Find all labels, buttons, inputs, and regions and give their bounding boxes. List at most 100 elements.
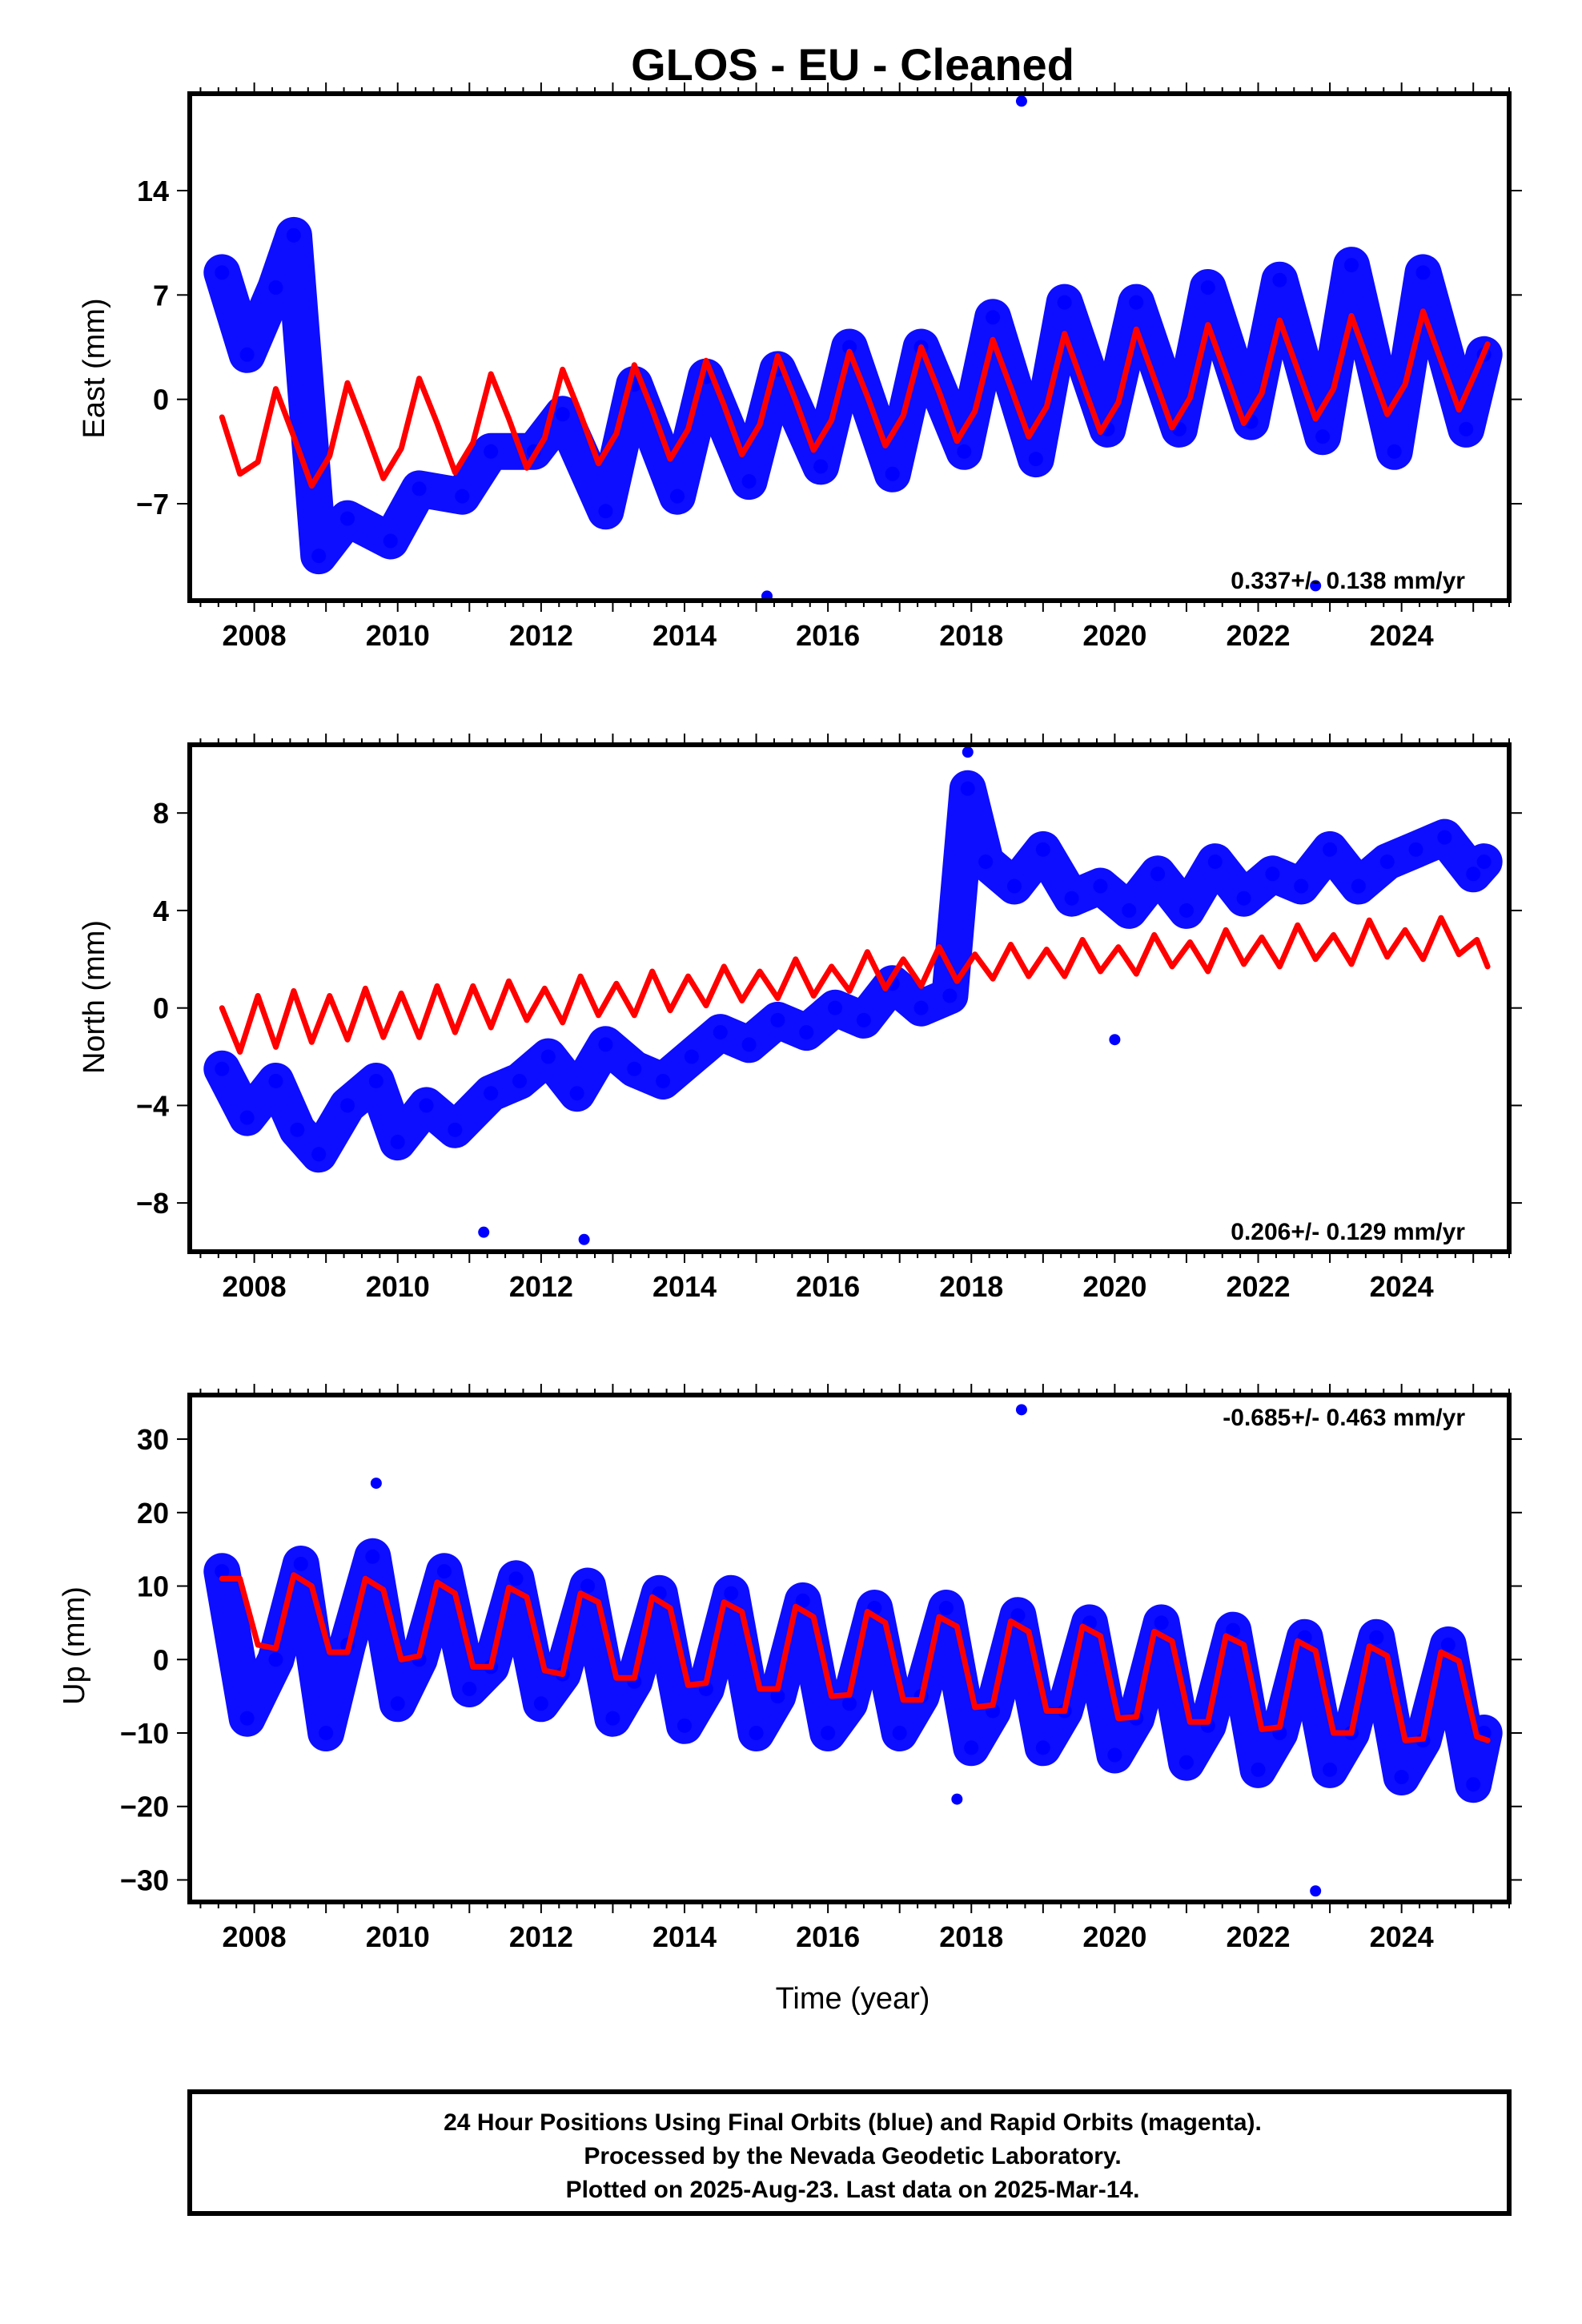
- data-point-north: [1035, 842, 1050, 857]
- y-axis-label-east: East (mm): [78, 298, 111, 438]
- plot-area-north: 2008 2010 2012 2014 2016 2018 2020 2022 2024 −8 −4…: [136, 734, 1522, 1303]
- data-point-north: [713, 1025, 728, 1040]
- data-point-up: [390, 1696, 405, 1711]
- data-point-east: [1343, 258, 1359, 273]
- data-point-up: [964, 1740, 979, 1755]
- data-point-east: [412, 481, 427, 497]
- data-point-north: [1476, 854, 1492, 870]
- data-point-east: [239, 347, 255, 362]
- x-tick-label-up: 2022: [1226, 1920, 1290, 1953]
- x-tick-label-north: 2010: [366, 1270, 430, 1303]
- x-tick-label-east: 2010: [366, 619, 430, 652]
- rate-label-up: -0.685+/- 0.463 mm/yr: [1223, 1405, 1465, 1431]
- data-point-up: [1154, 1615, 1169, 1630]
- frame-north: [187, 742, 1512, 1254]
- data-point-east: [1028, 452, 1043, 467]
- panel-up: Up (mm) 2008 2010 2012 2014 2016 2018 2020 2022…: [58, 1384, 1522, 1953]
- data-point-north: [1178, 903, 1194, 918]
- panel-east: East (mm) 2008 2010 2012 2014 2016 2018 2020 20…: [78, 82, 1522, 652]
- y-tick-label-up: −30: [120, 1864, 169, 1896]
- y-axis-label-north: North (mm): [78, 920, 111, 1074]
- footer-box: 24 Hour Positions Using Final Orbits (bl…: [187, 2089, 1512, 2216]
- data-point-north: [1294, 879, 1309, 894]
- data-point-north: [569, 1086, 584, 1101]
- x-tick-label-east: 2022: [1226, 619, 1290, 652]
- data-point-up: [436, 1564, 452, 1579]
- outlier-point-north: [962, 746, 974, 758]
- data-point-north: [484, 1086, 499, 1101]
- outlier-point-east: [1310, 580, 1322, 592]
- data-point-east: [986, 310, 1001, 325]
- data-point-north: [1323, 842, 1338, 857]
- data-point-up: [293, 1557, 308, 1571]
- data-point-up: [724, 1586, 739, 1601]
- data-point-east: [813, 459, 829, 474]
- outlier-point-north: [578, 1233, 590, 1245]
- data-band-east: [203, 216, 1503, 575]
- y-tick-label-up: 20: [137, 1497, 169, 1530]
- data-point-up: [268, 1652, 283, 1667]
- plot-area-up: 2008 2010 2012 2014 2016 2018 2020 2022 2024−30−…: [120, 1384, 1522, 1953]
- outlier-point-north: [1109, 1034, 1121, 1046]
- data-point-north: [913, 1000, 929, 1015]
- data-point-east: [455, 489, 470, 504]
- data-point-east: [1129, 295, 1144, 310]
- data-point-north: [741, 1037, 757, 1052]
- data-point-east: [741, 474, 757, 489]
- data-point-east: [1315, 429, 1331, 444]
- x-tick-label-east: 2018: [939, 619, 1003, 652]
- data-point-north: [1064, 891, 1079, 906]
- data-point-up: [319, 1726, 334, 1740]
- data-point-north: [1265, 866, 1280, 882]
- outlier-point-north: [478, 1226, 490, 1238]
- outlier-point-east: [1015, 95, 1027, 107]
- data-point-east: [885, 466, 900, 481]
- data-point-north: [978, 854, 994, 870]
- data-point-up: [821, 1726, 836, 1740]
- data-point-up: [1466, 1777, 1481, 1792]
- data-point-up: [749, 1726, 764, 1740]
- x-tick-label-north: 2022: [1226, 1270, 1290, 1303]
- data-point-east: [1272, 272, 1287, 287]
- y-tick-label-east: −7: [136, 488, 169, 521]
- chart-title: GLOS - EU - Cleaned: [631, 39, 1074, 90]
- data-point-north: [390, 1135, 405, 1150]
- panel-north: North (mm) 2008 2010 2012 2014 2016 2018 2020 2…: [78, 734, 1522, 1303]
- x-tick-label-up: 2018: [939, 1920, 1003, 1953]
- data-point-up: [462, 1681, 477, 1696]
- outlier-point-up: [1015, 1404, 1027, 1416]
- data-point-up: [365, 1549, 380, 1564]
- data-point-north: [215, 1061, 230, 1076]
- model-curve-north: [219, 915, 1491, 1055]
- data-point-north: [770, 1012, 785, 1027]
- data-point-north: [419, 1098, 434, 1113]
- data-point-east: [1415, 265, 1431, 280]
- data-point-east: [1200, 280, 1215, 296]
- data-point-north: [1379, 854, 1395, 870]
- data-point-north: [828, 1000, 843, 1015]
- y-tick-label-east: 14: [137, 175, 169, 207]
- plot-area-east: 2008 2010 2012 2014 2016 2018 2020 2022 2024 −7 0 7…: [136, 82, 1522, 652]
- y-tick-label-north: 4: [153, 895, 169, 927]
- data-point-up: [1369, 1630, 1384, 1645]
- model-curve-east: [219, 308, 1491, 489]
- x-tick-label-up: 2020: [1082, 1920, 1146, 1953]
- footer-frame: [187, 2089, 1512, 2216]
- y-tick-label-north: −4: [136, 1089, 169, 1122]
- data-point-east: [957, 444, 972, 459]
- data-point-east: [555, 407, 570, 422]
- y-tick-label-north: 8: [153, 797, 169, 830]
- data-point-north: [540, 1049, 556, 1064]
- data-point-up: [938, 1601, 954, 1616]
- x-tick-label-north: 2024: [1370, 1270, 1434, 1303]
- data-point-up: [508, 1571, 524, 1586]
- data-point-up: [605, 1711, 620, 1726]
- data-point-up: [580, 1578, 596, 1594]
- data-point-up: [1394, 1770, 1409, 1785]
- data-point-east: [1057, 295, 1072, 310]
- data-point-east: [311, 549, 327, 564]
- data-point-up: [215, 1564, 230, 1579]
- data-point-up: [1251, 1762, 1266, 1777]
- data-band-north: [203, 770, 1503, 1173]
